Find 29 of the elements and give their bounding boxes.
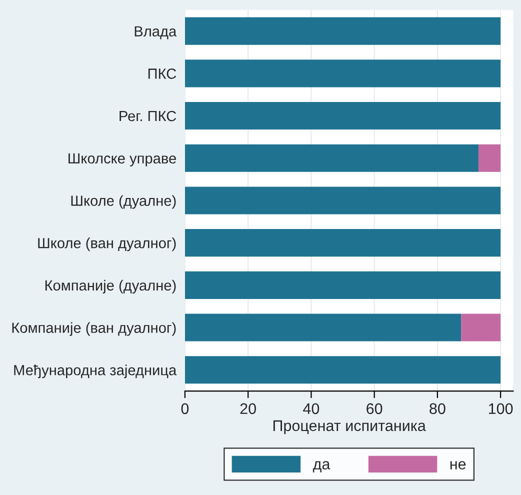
bar [184, 60, 501, 88]
y-tick-label: Школе (ван дуалног) [38, 238, 176, 252]
y-tick-label: Школе (дуалне) [71, 195, 176, 209]
bar [184, 144, 478, 172]
bar [461, 314, 501, 342]
x-axis-title: Проценат испитаника [273, 420, 426, 434]
bar [184, 271, 501, 299]
y-tick-label: ПКС [148, 68, 176, 79]
y-tick-label: Влада [134, 26, 177, 40]
bar [184, 314, 462, 342]
x-tick-label: 60 [366, 403, 382, 414]
x-tick-label: 100 [488, 403, 513, 414]
legend-label: не [450, 461, 466, 470]
bar [184, 102, 501, 130]
bar [478, 144, 501, 172]
x-tick-label: 0 [181, 403, 189, 414]
bar [184, 186, 501, 214]
legend-label: да [312, 461, 330, 472]
bar [184, 229, 501, 257]
bar [184, 356, 501, 384]
bar [184, 17, 501, 45]
y-tick-label: Рег. ПКС [120, 110, 176, 122]
y-tick-label: Компаније (дуалне) [45, 280, 176, 294]
y-tick-label: Компаније (ван дуалног) [12, 322, 176, 336]
y-tick-label: Школске управе [68, 153, 176, 166]
x-tick-label: 80 [430, 403, 446, 414]
x-tick-label: 40 [303, 403, 320, 414]
y-tick-label: Међународна заједница [14, 364, 177, 378]
x-tick-label: 20 [240, 403, 256, 414]
